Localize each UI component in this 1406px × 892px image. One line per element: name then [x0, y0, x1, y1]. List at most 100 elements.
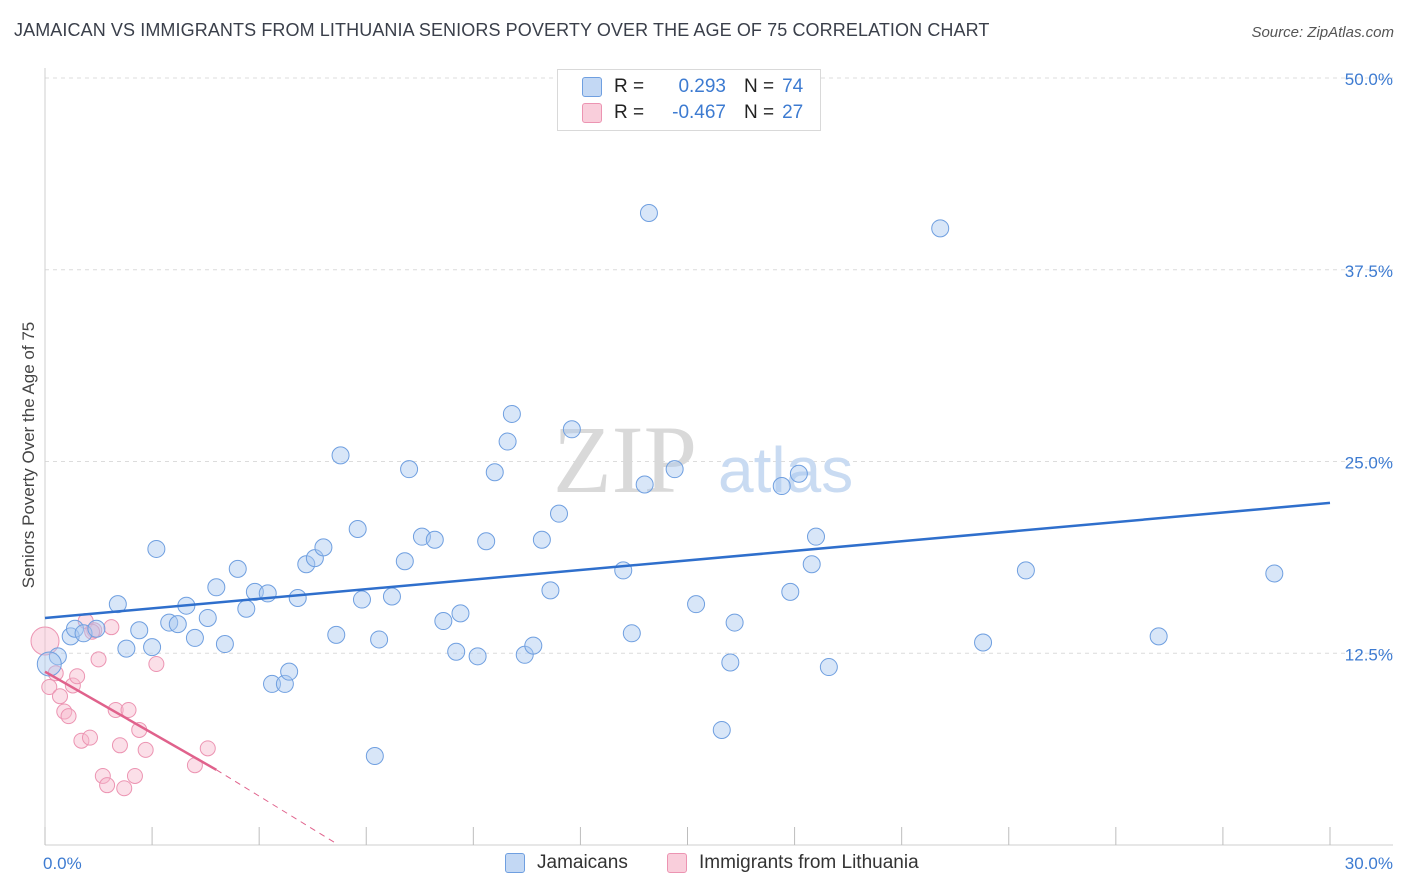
bottom-legend-label: Immigrants from Lithuania — [699, 852, 919, 873]
lithuania-trend-extension — [216, 769, 337, 844]
lithuania-trend-line — [44, 670, 217, 771]
jamaican-point — [498, 432, 517, 451]
jamaican-point — [447, 642, 466, 661]
y-tick-label: 12.5% — [1345, 645, 1393, 664]
bottom-legend-swatch-blue — [505, 853, 525, 873]
jamaican-point — [639, 203, 658, 222]
jamaican-point — [468, 647, 487, 666]
jamaican-point — [622, 624, 641, 643]
jamaican-point — [1265, 564, 1284, 583]
axes — [44, 68, 1393, 846]
jamaican-point — [395, 552, 414, 571]
jamaican-point — [185, 628, 204, 647]
y-tick-label: 50.0% — [1345, 70, 1393, 89]
lithuania-point — [69, 668, 86, 685]
jamaican-point — [382, 587, 401, 606]
jamaican-point — [550, 504, 568, 523]
lithuania-point — [81, 729, 98, 746]
legend-n-label: N = — [744, 76, 775, 97]
lithuania-point — [120, 702, 137, 719]
legend-r-label: R = — [614, 102, 645, 123]
jamaican-point — [168, 615, 187, 634]
jamaican-point — [802, 555, 821, 574]
lithuania-point — [111, 737, 128, 754]
jamaican-point — [130, 621, 149, 640]
jamaican-point — [477, 532, 496, 551]
bottom-legend-lithuania: Immigrants from Lithuania — [667, 852, 919, 874]
legend-n-value: 74 — [782, 76, 804, 97]
jamaican-point — [541, 581, 560, 600]
legend-r-value: 0.293 — [678, 76, 726, 97]
jamaican-point — [370, 630, 389, 649]
jamaican-point — [532, 530, 551, 549]
lithuania-point — [90, 651, 107, 668]
jamaican-point — [400, 460, 419, 479]
x-tick-labels: 0.0% 30.0% — [43, 854, 1393, 873]
lithuania-point — [99, 777, 116, 794]
lithuania-point — [103, 619, 120, 636]
lithuania-points — [30, 613, 216, 797]
bottom-legend-jamaicans: Jamaicans — [505, 852, 628, 874]
legend-r-label: R = — [614, 76, 645, 97]
lithuania-point — [148, 655, 165, 672]
jamaican-point — [365, 747, 384, 766]
grid-lines — [45, 77, 1393, 654]
jamaican-point — [819, 658, 838, 677]
watermark-zip: ZIP — [553, 406, 697, 513]
jamaican-point — [772, 477, 791, 496]
lithuania-point — [137, 741, 154, 758]
jamaican-point — [348, 519, 367, 538]
legend-r-value: -0.467 — [672, 102, 726, 123]
x-tick-label: 30.0% — [1345, 854, 1393, 873]
jamaican-point — [789, 464, 808, 483]
bottom-legend-swatch-pink — [667, 853, 687, 873]
y-tick-label: 25.0% — [1345, 454, 1393, 473]
legend-n-value: 27 — [782, 102, 804, 123]
jamaican-point — [665, 460, 684, 479]
x-tick-label: 0.0% — [43, 854, 82, 873]
legend-swatch-pink — [582, 103, 602, 123]
jamaican-point — [524, 636, 543, 655]
lithuania-point — [126, 767, 143, 784]
jamaican-point — [931, 219, 950, 238]
bottom-legend-label: Jamaicans — [537, 852, 628, 873]
y-axis-label: Seniors Poverty Over the Age of 75 — [19, 321, 38, 589]
jamaican-point — [562, 420, 581, 439]
jamaican-point — [237, 599, 256, 618]
jamaican-point — [314, 538, 333, 557]
watermark-atlas: atlas — [718, 434, 853, 506]
jamaican-point — [280, 662, 299, 681]
jamaican-point — [143, 638, 162, 657]
jamaican-trend-line — [44, 501, 1331, 620]
chart-title: JAMAICAN VS IMMIGRANTS FROM LITHUANIA SE… — [14, 20, 990, 40]
legend-row-jamaicans: R = 0.293 N = 74 — [582, 74, 803, 100]
y-tick-label: 37.5% — [1345, 262, 1393, 281]
lithuania-point — [73, 732, 90, 749]
source-label: Source: ZipAtlas.com — [1251, 24, 1394, 41]
jamaican-point — [228, 559, 247, 578]
jamaican-point — [1016, 561, 1035, 580]
lithuania-point — [94, 767, 111, 784]
jamaican-point — [781, 582, 800, 601]
jamaican-point — [451, 604, 470, 623]
jamaican-point — [425, 530, 444, 549]
jamaican-points — [36, 203, 1284, 766]
legend-row-lithuania: R = -0.467 N = 27 — [582, 100, 803, 126]
jamaican-point — [1149, 627, 1168, 646]
jamaican-point — [36, 651, 62, 677]
lithuania-point — [199, 740, 216, 757]
lithuania-point — [56, 703, 73, 720]
lithuania-point — [116, 780, 133, 797]
jamaican-point — [215, 635, 234, 654]
y-tick-labels: 12.5% 25.0% 37.5% 50.0% — [1345, 70, 1393, 664]
legend-n-label: N = — [744, 102, 775, 123]
lithuania-point — [41, 678, 58, 695]
legend-swatch-blue — [582, 77, 602, 97]
jamaican-point — [48, 647, 67, 666]
jamaican-point — [207, 578, 226, 597]
jamaican-point — [725, 613, 744, 632]
jamaican-point — [65, 619, 84, 638]
jamaican-point — [635, 475, 654, 494]
jamaican-point — [485, 463, 504, 482]
